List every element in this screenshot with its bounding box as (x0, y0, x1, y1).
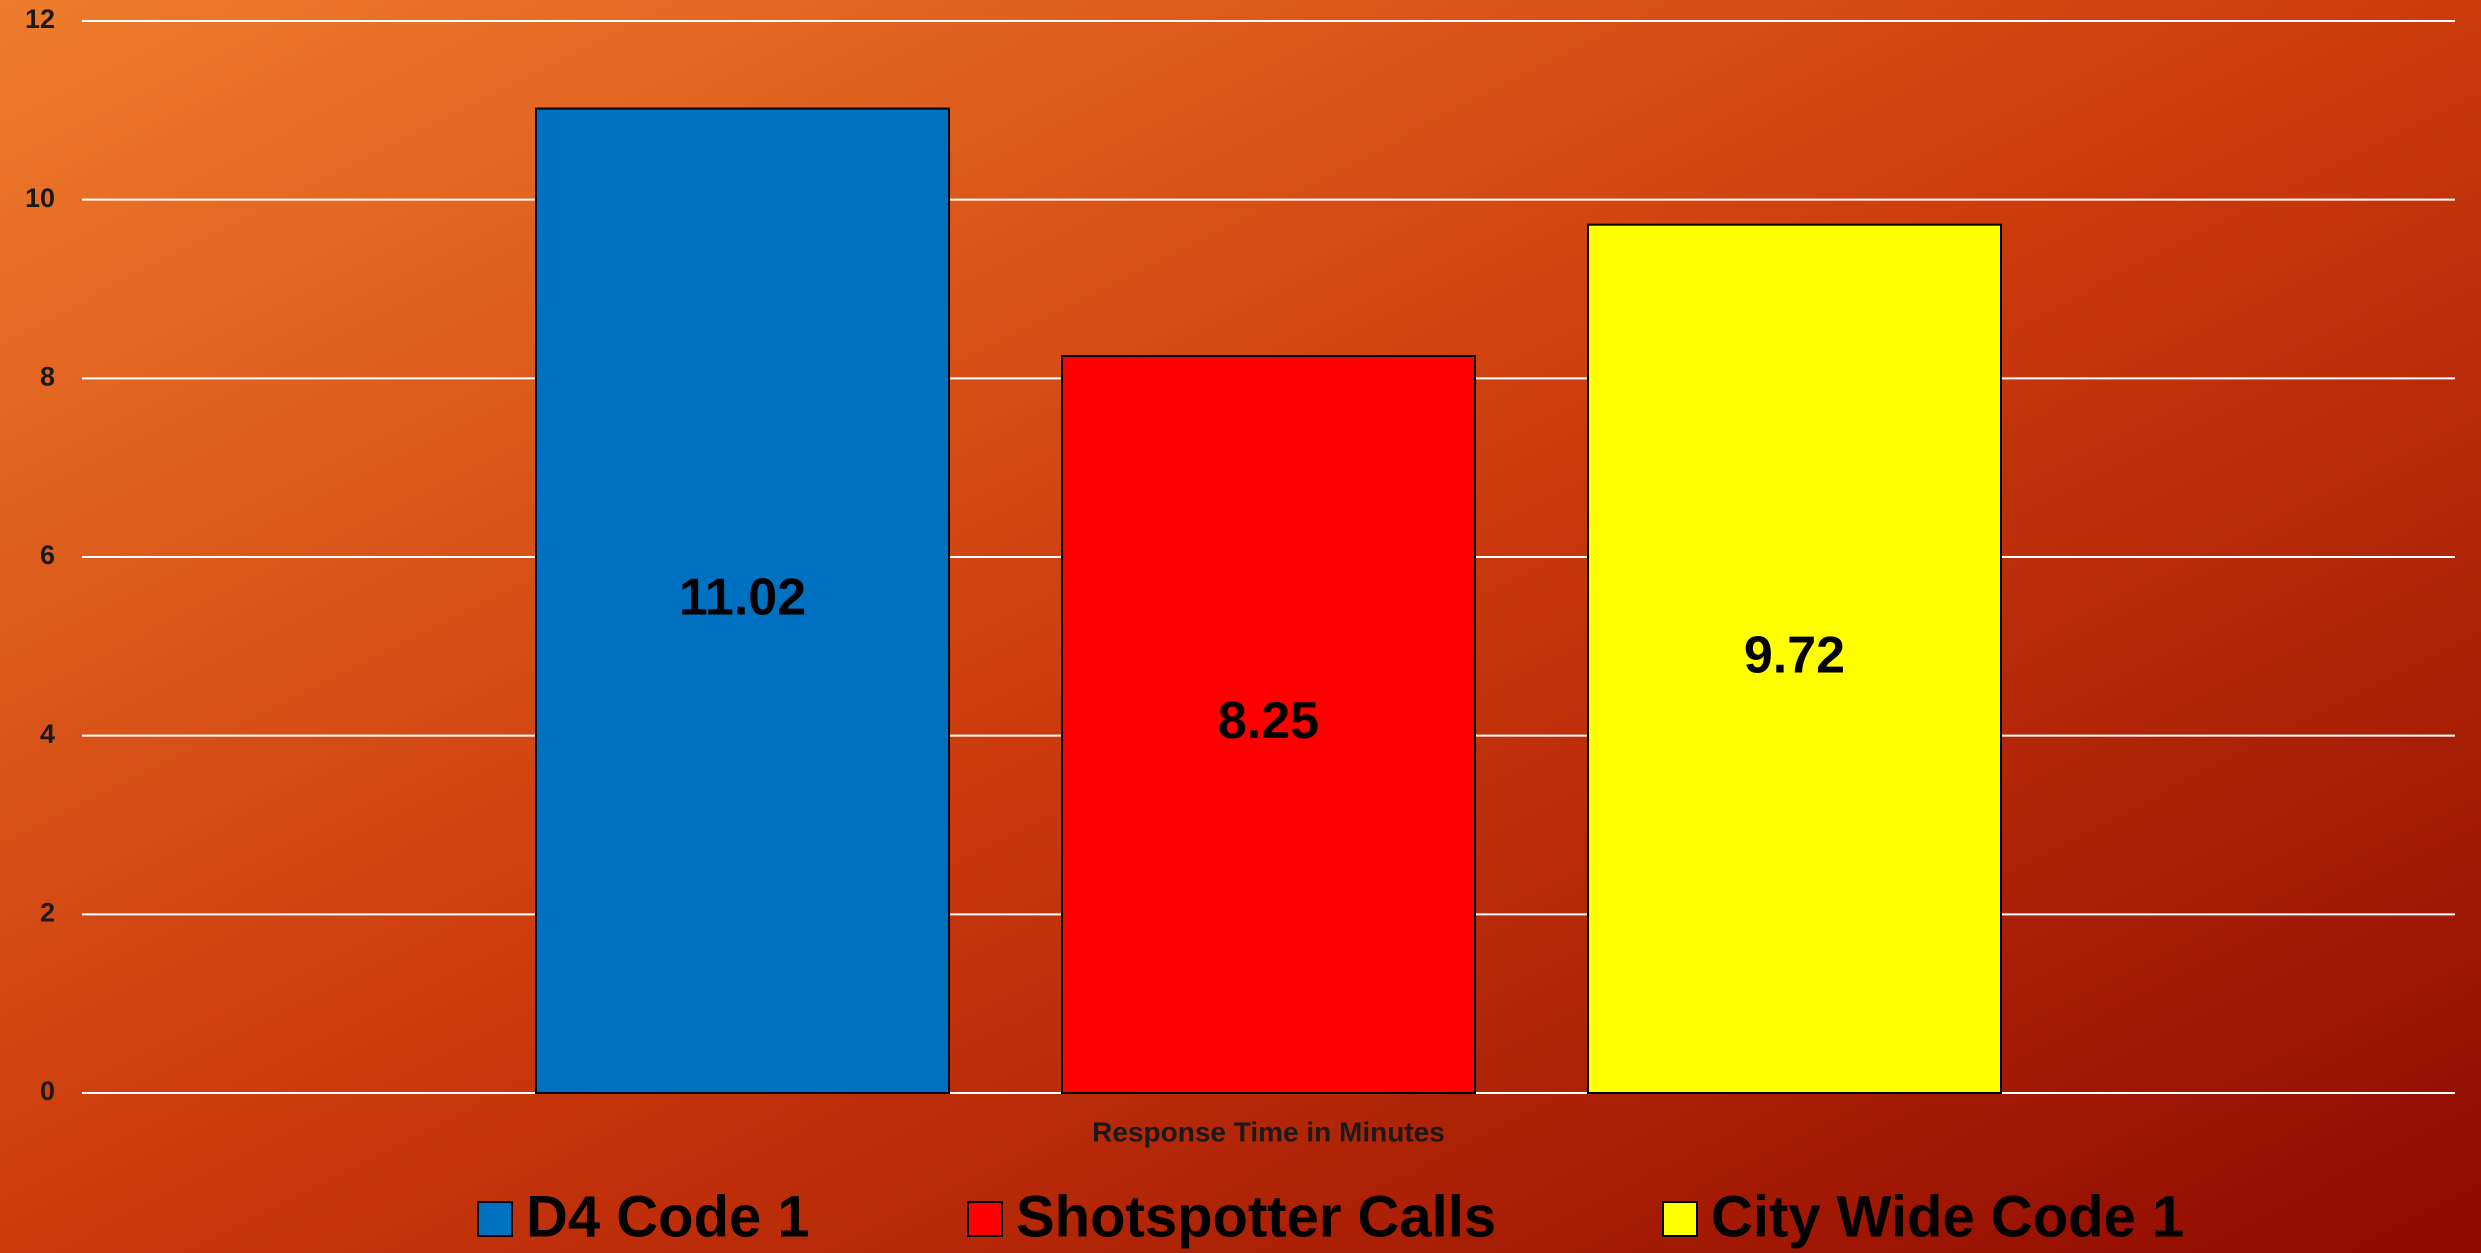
legend-label: Shotspotter Calls (1016, 1184, 1496, 1249)
data-label: 11.02 (679, 569, 806, 627)
bar (1061, 355, 1476, 1094)
legend-label: D4 Code 1 (526, 1184, 810, 1249)
bar (1587, 223, 2002, 1094)
bar (535, 107, 950, 1094)
legend-label: City Wide Code 1 (1711, 1184, 2184, 1249)
y-tick-label: 12 (25, 4, 55, 34)
y-tick-label: 2 (40, 897, 55, 927)
x-tick-label: Response Time in Minutes (1092, 1116, 1445, 1147)
legend-swatch (477, 1201, 513, 1237)
y-tick-label: 8 (40, 361, 55, 391)
y-tick-label: 0 (40, 1076, 55, 1106)
y-tick-label: 6 (40, 540, 55, 570)
legend-swatch (967, 1201, 1003, 1237)
data-label: 8.25 (1218, 692, 1319, 750)
data-label: 9.72 (1744, 627, 1845, 685)
y-tick-label: 10 (25, 183, 55, 213)
y-tick-label: 4 (40, 719, 55, 749)
legend-swatch (1662, 1201, 1698, 1237)
